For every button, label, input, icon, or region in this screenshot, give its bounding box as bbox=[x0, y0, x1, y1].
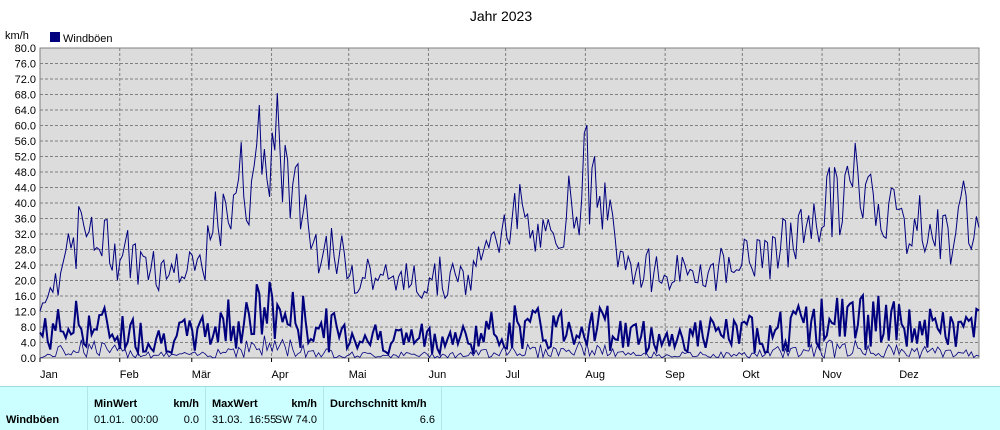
statistics-table: Windböen MinWert km/h 01.01. 00:00 0.0 M… bbox=[0, 386, 1000, 430]
x-tick-label: Feb bbox=[120, 369, 139, 381]
y-tick-label: 24.0 bbox=[15, 260, 36, 272]
y-tick-label: 8.0 bbox=[21, 322, 36, 334]
y-tick-label: 64.0 bbox=[15, 105, 36, 117]
x-tick-label: Mär bbox=[192, 369, 211, 381]
y-tick-label: 72.0 bbox=[15, 74, 36, 86]
x-tick-label: Apr bbox=[272, 369, 289, 381]
y-tick-label: 68.0 bbox=[15, 90, 36, 102]
y-tick-label: 76.0 bbox=[15, 59, 36, 71]
stats-label-cell: Windböen bbox=[0, 387, 88, 430]
y-tick-label: 12.0 bbox=[15, 307, 36, 319]
chart-title: Jahr 2023 bbox=[470, 8, 532, 24]
max-unit: km/h bbox=[291, 398, 317, 410]
y-tick-label: 36.0 bbox=[15, 214, 36, 226]
y-tick-label: 40.0 bbox=[15, 198, 36, 210]
min-cell: MinWert km/h 01.01. 00:00 0.0 bbox=[88, 387, 206, 430]
avg-cell: Durchschnitt km/h 6.6 bbox=[324, 387, 442, 430]
y-tick-label: 32.0 bbox=[15, 229, 36, 241]
series-line-max bbox=[39, 93, 980, 312]
max-cell: MaxWert km/h 31.03. 16:55 SW 74.0 bbox=[206, 387, 324, 430]
y-tick-label: 20.0 bbox=[15, 276, 36, 288]
x-tick-label: Aug bbox=[585, 369, 605, 381]
avg-value: 6.6 bbox=[419, 414, 435, 426]
grid-lines bbox=[40, 48, 979, 358]
min-time: 01.01. 00:00 bbox=[94, 414, 159, 426]
x-tick-label: Jun bbox=[428, 369, 446, 381]
x-tick-label: Sep bbox=[665, 369, 685, 381]
max-time: 31.03. 16:55 bbox=[212, 414, 277, 426]
y-axis-unit: km/h bbox=[5, 30, 29, 42]
min-header: MinWert bbox=[94, 398, 138, 410]
x-tick-label: Jul bbox=[506, 369, 520, 381]
legend-label: Windböen bbox=[63, 33, 113, 45]
y-tick-labels: 0.0 4.0 8.0 12.0 16.0 20.0 24.0 28.0 32.0 36.0 40.… bbox=[15, 43, 36, 365]
max-header: MaxWert bbox=[212, 398, 258, 410]
min-value: 0.0 bbox=[183, 414, 199, 426]
min-unit: km/h bbox=[173, 398, 199, 410]
stats-row-label: Windböen bbox=[6, 414, 60, 426]
y-tick-label: 56.0 bbox=[15, 136, 36, 148]
y-tick-label: 60.0 bbox=[15, 121, 36, 133]
max-value: SW 74.0 bbox=[274, 414, 317, 426]
x-tick-label: Mai bbox=[349, 369, 367, 381]
series-windboeen bbox=[39, 93, 980, 360]
y-tick-label: 0.0 bbox=[21, 353, 36, 365]
wind-gust-chart: Jahr 2023 km/h Windböen 0.0 4.0 8.0 12.0 16.… bbox=[5, 8, 980, 381]
x-tick-label: Okt bbox=[742, 369, 759, 381]
y-tick-label: 48.0 bbox=[15, 167, 36, 179]
series-line-min bbox=[39, 335, 980, 360]
y-tick-label: 28.0 bbox=[15, 245, 36, 257]
legend-swatch bbox=[50, 32, 60, 42]
y-tick-label: 16.0 bbox=[15, 291, 36, 303]
y-tick-label: 52.0 bbox=[15, 152, 36, 164]
y-tick-label: 44.0 bbox=[15, 183, 36, 195]
x-tick-label: Dez bbox=[899, 369, 919, 381]
x-tick-label: Jan bbox=[40, 369, 58, 381]
avg-header: Durchschnitt km/h bbox=[330, 398, 427, 410]
y-tick-label: 4.0 bbox=[21, 338, 36, 350]
x-tick-label: Nov bbox=[822, 369, 842, 381]
x-tick-labels: Jan Feb Mär Apr Mai Jun Jul Aug Sep Okt Nov Dez bbox=[39, 358, 919, 381]
y-tick-label: 80.0 bbox=[15, 43, 36, 55]
series-line-mean bbox=[39, 281, 980, 358]
